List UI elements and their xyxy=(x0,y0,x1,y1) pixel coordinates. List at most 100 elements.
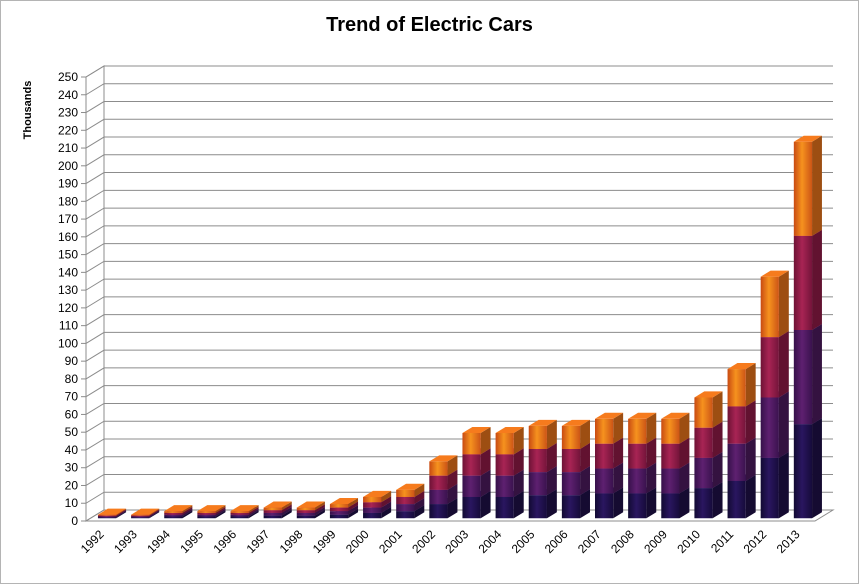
bar-2011-segment-1 xyxy=(727,474,756,519)
chart-title: Trend of Electric Cars xyxy=(326,14,533,36)
y-tick-label: 180 xyxy=(58,194,78,208)
y-tick-label: 250 xyxy=(58,70,78,84)
gridline xyxy=(85,154,833,167)
gridline xyxy=(85,349,833,362)
x-tick-label: 2007 xyxy=(575,527,604,556)
bar-2011-segment-2 xyxy=(727,437,756,481)
gridline xyxy=(85,491,833,504)
gridline xyxy=(85,83,833,96)
bar-1992-segment-4 xyxy=(97,508,127,516)
bar-2012-segment-2 xyxy=(760,391,789,458)
x-tick-label: 2000 xyxy=(343,527,372,556)
bar-2008-segment-4 xyxy=(628,412,657,444)
y-tick-label: 10 xyxy=(65,496,79,510)
y-tick-label: 40 xyxy=(65,443,79,457)
x-tick-label: 1998 xyxy=(277,527,306,556)
gridline xyxy=(85,207,833,220)
x-tick-label: 2010 xyxy=(674,527,703,556)
y-tick-label: 200 xyxy=(58,159,78,173)
gridline xyxy=(85,385,833,398)
y-tick-label: 230 xyxy=(58,106,78,120)
y-tick-label: 60 xyxy=(65,407,79,421)
y-tick-label: 70 xyxy=(65,390,79,404)
x-tick-label: 2012 xyxy=(741,527,770,556)
y-tick-label: 30 xyxy=(65,461,79,475)
x-tick-label: 1994 xyxy=(144,527,173,556)
gridline xyxy=(85,101,833,113)
bar-2009-segment-4 xyxy=(661,412,690,444)
y-tick-label: 90 xyxy=(65,354,79,368)
x-tick-label: 2003 xyxy=(442,527,471,556)
bar-2007-segment-4 xyxy=(595,412,624,444)
x-tick-label: 2004 xyxy=(476,527,505,556)
gridline xyxy=(85,314,833,327)
gridline xyxy=(85,367,833,380)
x-tick-label: 2013 xyxy=(774,527,803,556)
x-tick-label: 2011 xyxy=(708,527,736,555)
bar-1994-segment-4 xyxy=(164,505,193,513)
y-tick-label: 80 xyxy=(65,372,79,386)
y-tick-label: 20 xyxy=(65,478,79,492)
bar-2001-segment-4 xyxy=(396,483,425,497)
bar-2003-segment-4 xyxy=(462,426,491,455)
bar-2000-segment-4 xyxy=(363,490,392,503)
bar-1996-segment-4 xyxy=(230,505,259,513)
bar-2013-segment-3 xyxy=(793,229,822,330)
bar-2012-segment-1 xyxy=(760,451,789,519)
y-tick-label: 190 xyxy=(58,177,78,191)
y-tick-label: 0 xyxy=(71,514,78,528)
y-tick-label: 110 xyxy=(59,319,78,333)
gridline xyxy=(85,225,833,238)
gridline xyxy=(85,296,833,309)
gridline xyxy=(85,136,833,149)
gridline xyxy=(85,456,833,469)
bar-2011-segment-3 xyxy=(727,400,756,444)
gridline xyxy=(85,65,833,78)
bar-2008-segment-2 xyxy=(628,462,657,494)
gridline xyxy=(85,331,833,344)
bar-2013-segment-2 xyxy=(793,323,822,425)
bar-1998-segment-4 xyxy=(296,501,325,511)
bar-2012-segment-3 xyxy=(760,331,789,398)
y-tick-label: 150 xyxy=(58,248,78,262)
bar-2006-segment-4 xyxy=(561,419,590,449)
gridline xyxy=(85,509,833,522)
y-tick-label: 140 xyxy=(58,265,78,279)
bar-2011-segment-4 xyxy=(727,363,756,407)
x-tick-label: 2006 xyxy=(542,527,571,556)
x-tick-label: 2009 xyxy=(641,527,670,556)
bar-2004-segment-4 xyxy=(495,426,524,455)
gridline xyxy=(85,243,833,256)
y-tick-label: 160 xyxy=(58,230,78,244)
side-wall xyxy=(85,65,105,522)
x-tick-label: 2008 xyxy=(608,527,637,556)
gridline xyxy=(85,402,833,415)
y-tick-label: 170 xyxy=(58,212,78,226)
gridline xyxy=(85,172,833,184)
bar-2002-segment-4 xyxy=(429,455,458,476)
gridline xyxy=(85,420,833,433)
bar-2006-segment-2 xyxy=(561,466,590,496)
gridline xyxy=(85,260,833,273)
bar-2010-segment-4 xyxy=(694,391,723,428)
x-tick-label: 1993 xyxy=(111,527,140,556)
bar-2005-segment-4 xyxy=(528,419,557,449)
y-tick-label: 240 xyxy=(58,88,78,102)
x-tick-label: 1999 xyxy=(310,527,339,556)
bar-1993-segment-4 xyxy=(131,508,160,516)
y-tick-label: 100 xyxy=(58,336,78,350)
gridline xyxy=(85,278,833,291)
y-tick-label: 130 xyxy=(58,283,78,297)
y-tick-label: 120 xyxy=(58,301,78,315)
x-tick-label: 1997 xyxy=(244,527,273,556)
bar-2013-segment-4 xyxy=(793,135,822,236)
x-tick-label: 2001 xyxy=(376,527,405,556)
bar-2013-segment-1 xyxy=(793,418,822,519)
x-tick-label: 1995 xyxy=(177,527,206,556)
x-tick-label: 2002 xyxy=(409,527,438,556)
gridline xyxy=(85,189,833,202)
bar-1995-segment-4 xyxy=(197,505,226,513)
y-tick-label: 210 xyxy=(58,141,78,155)
x-tick-label: 1992 xyxy=(78,527,107,556)
